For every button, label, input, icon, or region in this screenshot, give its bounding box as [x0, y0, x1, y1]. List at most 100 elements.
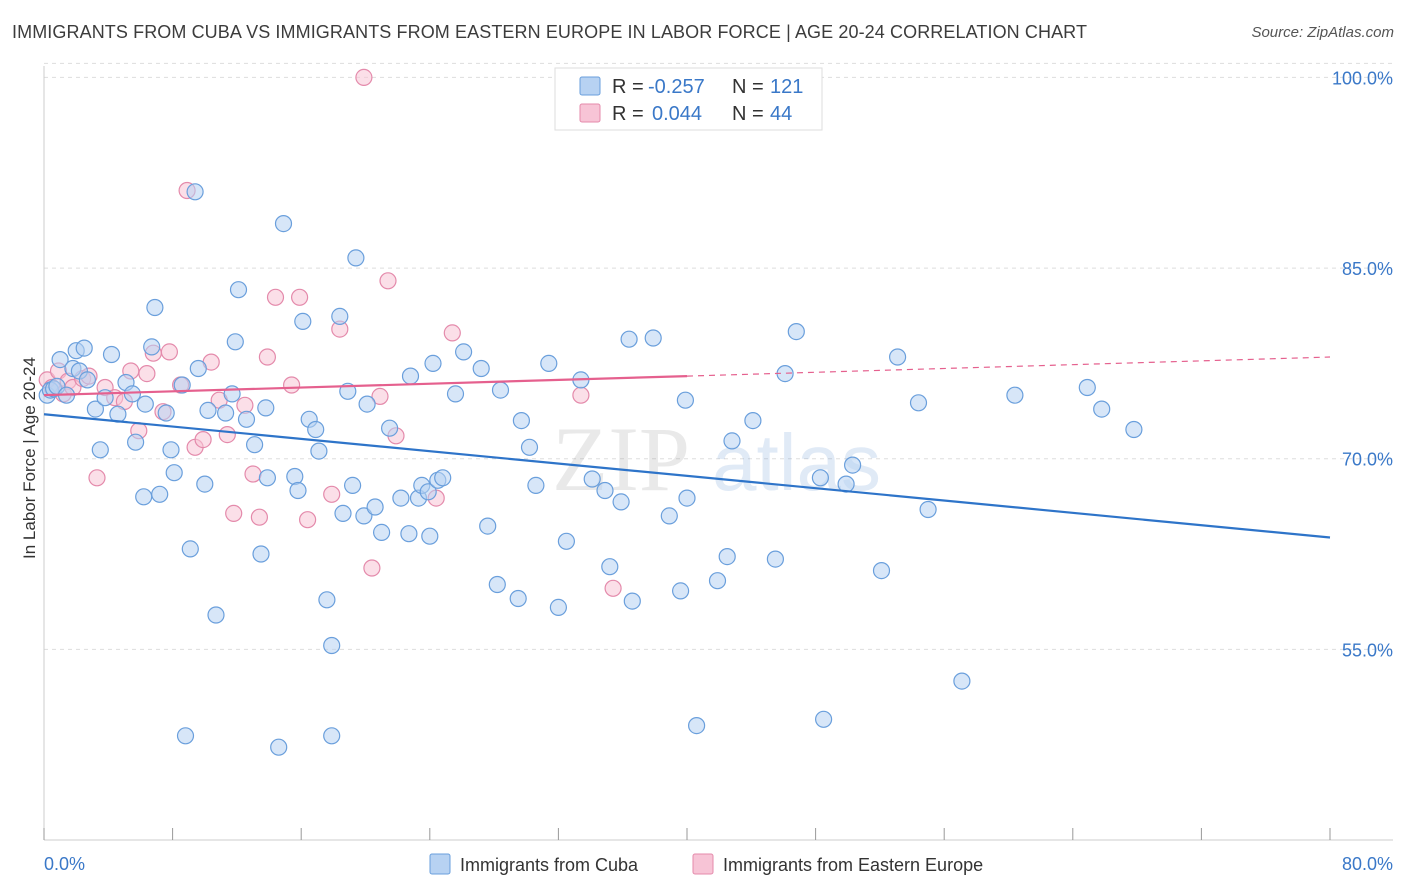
point-cuba — [162, 441, 180, 459]
point-eastern-europe — [88, 469, 106, 487]
legend-series: Immigrants from Cuba Immigrants from Eas… — [429, 853, 983, 875]
point-cuba — [229, 281, 248, 299]
point-cuba — [78, 371, 97, 389]
point-cuba — [146, 298, 164, 317]
point-cuba — [366, 498, 384, 516]
y-tick-labels: 55.0% 70.0% 85.0% 100.0% — [1332, 68, 1393, 660]
point-cuba — [434, 469, 452, 487]
series-cuba-points — [38, 183, 1143, 756]
point-eastern-europe — [225, 504, 243, 523]
point-cuba — [527, 476, 545, 494]
point-cuba — [488, 575, 506, 594]
point-cuba — [601, 558, 619, 576]
legend-swatch-cuba — [579, 76, 601, 96]
point-cuba — [318, 591, 336, 609]
point-cuba — [814, 710, 833, 728]
point-cuba — [953, 672, 971, 690]
point-cuba — [181, 540, 199, 558]
axes — [43, 66, 1393, 841]
point-cuba — [347, 249, 365, 267]
point-cuba — [872, 561, 891, 580]
point-cuba — [687, 716, 706, 735]
point-cuba — [189, 359, 207, 378]
point-cuba — [520, 438, 539, 456]
series-eastern-europe-points — [38, 68, 622, 597]
point-cuba — [660, 507, 678, 525]
point-cuba — [102, 345, 121, 364]
point-cuba — [446, 385, 465, 403]
point-eastern-europe — [363, 559, 381, 577]
point-cuba — [307, 420, 325, 439]
point-eastern-europe — [323, 485, 341, 503]
point-cuba — [557, 532, 576, 550]
point-cuba — [274, 215, 293, 233]
point-cuba — [888, 348, 907, 366]
point-cuba — [1078, 378, 1096, 397]
point-cuba — [358, 395, 376, 413]
point-cuba — [455, 343, 473, 361]
point-cuba — [258, 469, 276, 487]
point-cuba — [424, 354, 442, 372]
point-cuba — [381, 419, 399, 437]
legend-r-value-ee: 0.044 — [652, 103, 702, 125]
point-cuba — [207, 606, 225, 624]
legend-label-ee: Immigrants from Eastern Europe — [723, 855, 983, 875]
point-cuba — [676, 391, 695, 409]
point-cuba — [223, 385, 241, 403]
point-cuba — [123, 385, 141, 403]
point-cuba — [257, 399, 275, 417]
point-cuba — [678, 489, 696, 507]
legend-stats: R = -0.257 N = 121 R = 0.044 N = 44 — [554, 67, 823, 131]
point-cuba — [157, 404, 175, 422]
point-cuba — [843, 456, 862, 474]
y-tick-label: 85.0% — [1342, 259, 1393, 279]
point-cuba — [744, 412, 762, 430]
legend-r-label-ee: R = — [612, 103, 644, 125]
point-cuba — [136, 395, 154, 413]
point-cuba — [549, 598, 568, 617]
point-cuba — [421, 527, 439, 545]
y-tick-label: 100.0% — [1332, 68, 1393, 88]
point-cuba — [620, 330, 638, 348]
point-cuba — [1006, 386, 1024, 404]
point-eastern-europe — [604, 579, 622, 597]
point-cuba — [400, 525, 418, 543]
point-eastern-europe — [379, 272, 397, 290]
point-cuba — [344, 476, 362, 494]
point-cuba — [472, 359, 490, 378]
trend-line-eastern-europe — [43, 374, 688, 397]
point-cuba — [355, 507, 373, 525]
point-cuba — [246, 436, 264, 454]
point-cuba — [392, 489, 410, 507]
source-label: Source: ZipAtlas.com — [1251, 24, 1394, 41]
trend-lines — [43, 356, 1331, 539]
y-tick-label: 55.0% — [1342, 640, 1393, 660]
legend-n-value-ee: 44 — [770, 103, 792, 125]
y-tick-label: 70.0% — [1342, 450, 1393, 470]
point-cuba — [787, 323, 805, 341]
grid-lines — [44, 62, 1393, 650]
point-cuba — [176, 727, 195, 745]
point-cuba — [479, 517, 497, 535]
point-eastern-europe — [371, 387, 389, 405]
point-cuba — [671, 582, 690, 600]
point-cuba — [252, 545, 270, 563]
point-cuba — [135, 488, 153, 506]
point-cuba — [199, 401, 217, 419]
legend-n-value-cuba: 121 — [770, 76, 803, 98]
point-cuba — [1125, 420, 1143, 439]
point-cuba — [91, 441, 109, 459]
legend-swatch-cuba-bottom — [429, 853, 451, 875]
point-cuba — [127, 433, 145, 451]
point-cuba — [509, 589, 527, 608]
trend-line-eastern-europe-extension — [686, 356, 1331, 377]
legend-swatch-ee — [579, 103, 601, 123]
point-eastern-europe — [299, 511, 317, 529]
point-eastern-europe — [218, 426, 236, 444]
point-cuba — [491, 381, 510, 399]
point-eastern-europe — [355, 68, 373, 87]
point-cuba — [226, 333, 244, 351]
point-cuba — [294, 312, 312, 330]
point-cuba — [173, 376, 191, 394]
